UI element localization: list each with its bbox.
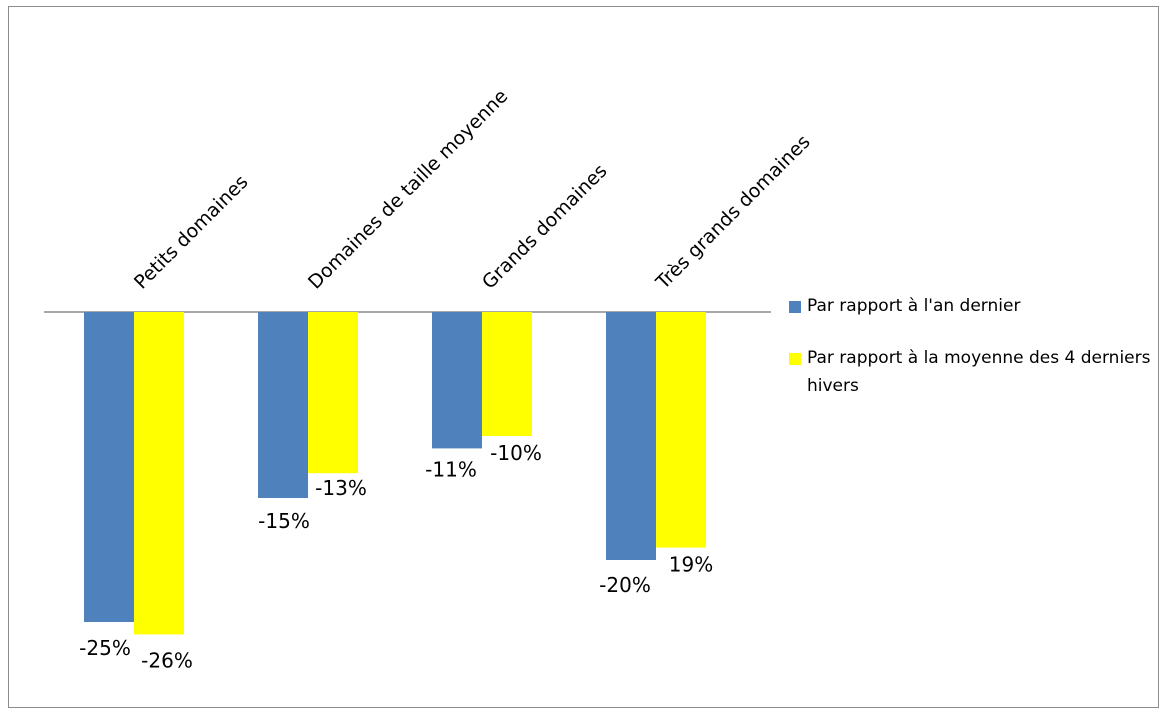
legend: Par rapport à l'an dernier Par rapport à… (789, 292, 1159, 424)
bar-series-1-2 (258, 312, 308, 498)
legend-swatch-series-1 (789, 301, 801, 313)
data-label-series-2-4: 19% (669, 553, 713, 577)
data-label-series-1-4: -20% (599, 573, 651, 597)
legend-label-series-1: Par rapport à l'an dernier (807, 296, 1021, 316)
bar-series-2-4 (656, 312, 706, 548)
bar-series-1-1 (84, 312, 134, 622)
chart-frame (8, 6, 1159, 708)
legend-swatch-series-2 (789, 353, 801, 365)
data-label-series-2-2: -13% (315, 476, 367, 500)
legend-item-series-2: Par rapport à la moyenne des 4 derniers … (789, 344, 1159, 400)
category-label-2: Domaines de taille moyenne (304, 85, 512, 293)
legend-item-series-1: Par rapport à l'an dernier (789, 292, 1159, 320)
data-label-series-1-2: -15% (258, 509, 310, 533)
category-label-1: Petits domaines (130, 171, 253, 294)
data-label-series-2-3: -10% (490, 441, 542, 465)
bar-series-1-4 (606, 312, 656, 560)
category-label-4: Très grands domaines (651, 131, 814, 294)
data-label-series-2-1: -26% (141, 648, 193, 672)
legend-label-series-2: Par rapport à la moyenne des 4 derniers … (807, 348, 1151, 396)
data-label-series-1-1: -25% (79, 636, 131, 660)
bar-series-2-3 (482, 312, 532, 436)
data-label-series-1-3: -11% (425, 457, 477, 481)
bar-series-2-1 (134, 312, 184, 635)
bar-series-1-3 (432, 312, 482, 449)
category-label-3: Grands domaines (478, 160, 612, 294)
bar-series-2-2 (308, 312, 358, 474)
